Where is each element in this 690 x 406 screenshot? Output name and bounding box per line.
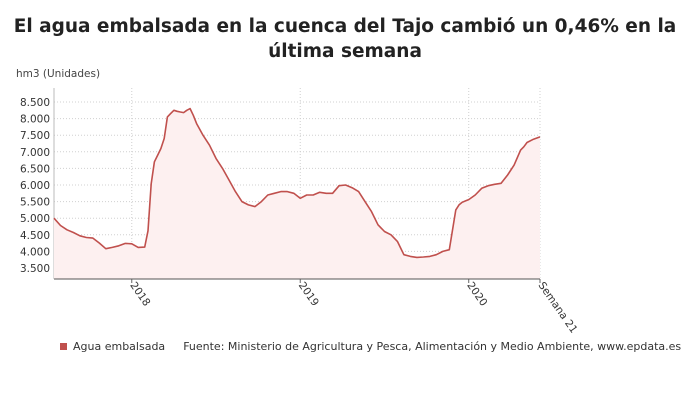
legend: Agua embalsada Fuente: Ministerio de Agri… bbox=[60, 340, 681, 353]
y-tick-label: 5.000 bbox=[20, 213, 50, 225]
source-note: Fuente: Ministerio de Agricultura y Pesc… bbox=[183, 340, 682, 353]
legend-swatch bbox=[60, 342, 67, 350]
x-tick-label: Semana 21 bbox=[536, 280, 580, 336]
y-tick-label: 4.500 bbox=[20, 230, 50, 242]
y-tick-label: 7.500 bbox=[20, 130, 50, 142]
y-tick-label: 3.500 bbox=[20, 263, 50, 275]
y-axis-label: hm3 (Unidades) bbox=[16, 68, 101, 80]
x-tick-label: 2019 bbox=[296, 280, 321, 309]
chart-title: El agua embalsada en la cuenca del Tajo … bbox=[0, 14, 690, 64]
y-tick-label: 8.500 bbox=[20, 97, 50, 109]
y-tick-label: 6.000 bbox=[20, 180, 50, 192]
x-tick-label: 2018 bbox=[127, 280, 152, 309]
y-tick-label: 8.000 bbox=[20, 114, 50, 126]
chart-title-line-2: última semana bbox=[268, 41, 422, 62]
series-area-fill bbox=[54, 108, 540, 279]
chart-title-line-1: El agua embalsada en la cuenca del Tajo … bbox=[13, 16, 677, 37]
y-tick-label: 6.500 bbox=[20, 163, 50, 175]
x-tick-label: 2020 bbox=[464, 280, 489, 309]
y-tick-label: 7.000 bbox=[20, 147, 50, 159]
legend-series-label: Agua embalsada bbox=[73, 340, 166, 353]
y-tick-label: 5.500 bbox=[20, 197, 50, 209]
y-tick-label: 4.000 bbox=[20, 246, 50, 258]
series-line-agua-embalsada bbox=[53, 107, 541, 259]
